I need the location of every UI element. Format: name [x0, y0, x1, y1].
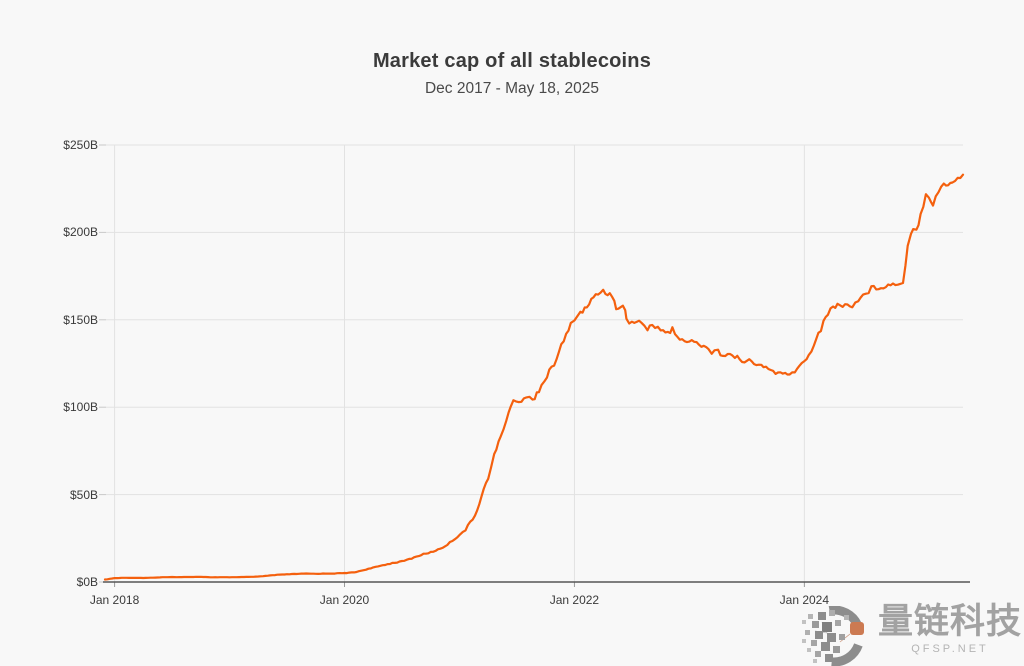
watermark: 量链科技 QFSP.NET — [800, 602, 1022, 666]
y-tick-label: $150B — [63, 312, 98, 327]
marketcap-series-line — [103, 173, 965, 581]
y-tick-label: $200B — [63, 225, 98, 240]
x-tick-label: Jan 2024 — [779, 593, 830, 607]
chart-title: Market cap of all stablecoins — [372, 50, 652, 72]
watermark-brand-text: 量链科技 — [877, 602, 1022, 641]
y-tick-label: $50B — [69, 487, 98, 502]
x-tick-label: Jan 2022 — [549, 593, 600, 607]
y-tick-label: $100B — [63, 400, 98, 415]
y-tick-label: $250B — [63, 138, 98, 152]
chart-subtitle: Dec 2017 - May 18, 2025 — [424, 80, 600, 97]
watermark-domain-text: QFSP.NET — [911, 643, 989, 655]
x-tick-label: Jan 2018 — [89, 593, 140, 607]
y-tick-label: $0B — [76, 575, 98, 589]
qfsp-logo-icon — [801, 606, 864, 666]
x-tick-label: Jan 2020 — [319, 593, 370, 607]
